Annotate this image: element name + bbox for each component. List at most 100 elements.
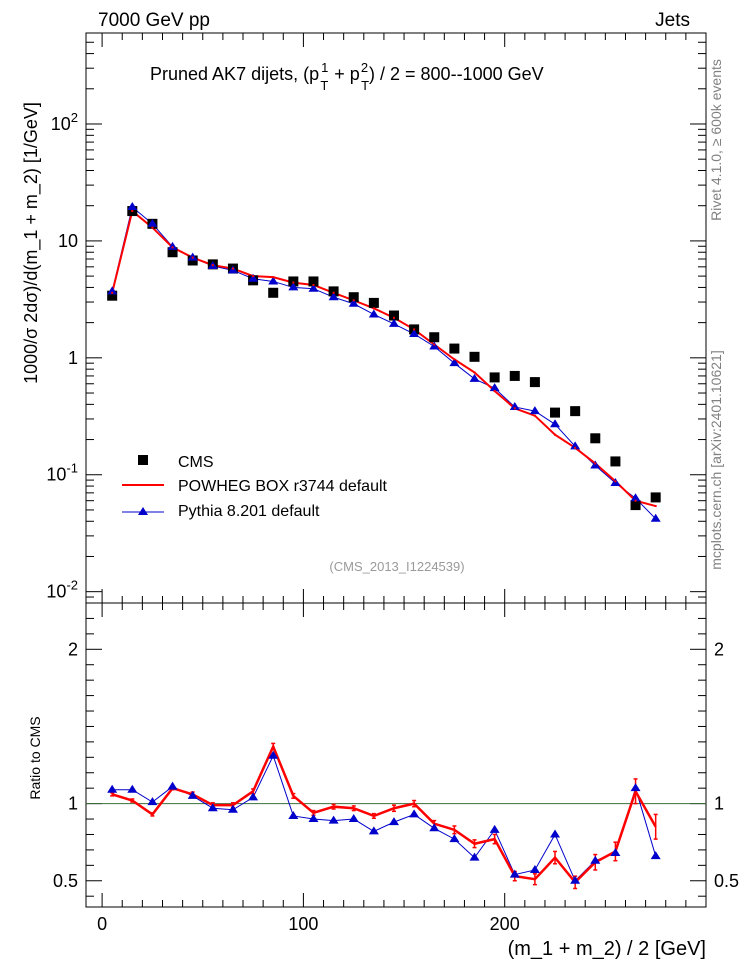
pythia-point (167, 241, 178, 250)
pythia-point (107, 286, 118, 295)
ratio-pythia-point (248, 792, 259, 801)
ratio-y-tick-label: 2 (68, 639, 78, 659)
powheg-point (634, 499, 637, 502)
powheg-point (433, 343, 436, 346)
powheg-point (211, 264, 214, 267)
title-sub2: T (361, 78, 369, 93)
powheg-point (473, 371, 476, 374)
ratio-pythia-point (187, 790, 198, 799)
pythia-point (308, 283, 319, 292)
ratio-pythia-point (449, 834, 460, 843)
powheg-point (191, 256, 194, 259)
ratio-pythia-point (368, 826, 379, 835)
cms-point (348, 292, 359, 303)
powheg-point (352, 299, 355, 302)
ratio-pythia-point (570, 875, 581, 884)
ratio-pythia-point (288, 810, 299, 819)
ratio-pythia-point (167, 781, 178, 790)
pythia-point (328, 292, 339, 301)
legend-pythia-label: Pythia 8.201 default (178, 503, 320, 520)
powheg-point (614, 480, 617, 483)
title-suffix: ) / 2 = 800--1000 GeV (369, 64, 544, 84)
ratio-powheg-line (111, 743, 657, 885)
ratio-pythia-line (112, 754, 657, 882)
powheg-point (594, 462, 597, 465)
y-tick-label: 1 (68, 348, 78, 368)
ratio-pythia-point (469, 852, 480, 861)
main-y-axis-label: 1000/σ 2dσ)/d(m_1 + m_2) [1/GeV] (21, 102, 42, 384)
title-sub1: T (320, 78, 328, 93)
cms-point (388, 310, 399, 321)
ratio-y-tick-label-right: 2 (714, 639, 724, 659)
powheg-point (312, 283, 315, 286)
powheg-point (332, 291, 335, 294)
x-tick-label: 200 (490, 914, 520, 934)
ratio-y-tick-label-right: 0.5 (714, 871, 739, 891)
ratio-series (86, 742, 706, 890)
cms-point (308, 276, 319, 287)
powheg-point (554, 433, 557, 436)
powheg-point (533, 414, 536, 417)
powheg-point (413, 328, 416, 331)
ratio-pythia-point (489, 824, 500, 833)
pythia-line (111, 206, 657, 520)
pythia-point (469, 373, 480, 382)
ratio-pythia-point (328, 815, 339, 824)
powheg-point (574, 446, 577, 449)
main-series (107, 201, 661, 522)
powheg-point (111, 291, 114, 294)
pythia-point (388, 318, 399, 327)
ratio-pythia-point (147, 797, 158, 806)
ratio-pythia-point (590, 855, 601, 864)
pythia-point (590, 460, 601, 469)
legend: CMS POWHEG BOX r3744 default Pythia 8.20… (122, 454, 388, 520)
pythia-point (570, 441, 581, 450)
pythia-point (127, 201, 138, 210)
cms-point (489, 372, 500, 383)
pythia-point (650, 513, 661, 522)
cms-point (469, 351, 480, 362)
pythia-point (409, 328, 420, 337)
powheg-point (372, 307, 375, 310)
pythia-point (248, 273, 259, 282)
powheg-point (453, 358, 456, 361)
cms-point (650, 492, 661, 503)
cms-point (570, 406, 581, 417)
ratio-pythia-point (308, 814, 319, 823)
powheg-point (392, 316, 395, 319)
ratio-y-tick-label: 0.5 (53, 871, 78, 891)
cms-point (529, 377, 540, 388)
cms-point (429, 332, 440, 343)
powheg-point (493, 390, 496, 393)
ratio-pythia-point (388, 817, 399, 826)
ratio-y-tick-label: 1 (68, 794, 78, 814)
cms-point (590, 433, 601, 444)
cms-point (449, 343, 460, 354)
powheg-point (292, 281, 295, 284)
ratio-pythia-point (207, 803, 218, 812)
header-right-label: Jets (655, 10, 690, 31)
title-sup2: 2 (361, 60, 368, 75)
title-mid: + p (334, 64, 360, 84)
cms-point (550, 407, 561, 418)
x-tick-label: 100 (288, 914, 318, 934)
cms-point (268, 287, 279, 298)
ratio-pythia-point (268, 750, 279, 759)
ratio-y-tick-label-right: 1 (714, 794, 724, 814)
pythia-point (630, 493, 641, 502)
ratio-pythia-point (550, 829, 561, 838)
cms-point (509, 370, 520, 381)
x-tick-label: 0 (97, 914, 107, 934)
ratio-pythia-point (127, 784, 138, 793)
legend-powheg-label: POWHEG BOX r3744 default (178, 478, 388, 495)
ratio-pythia-point (348, 814, 359, 823)
powheg-point (272, 276, 275, 279)
pythia-point (268, 276, 279, 285)
legend-pythia-marker (138, 507, 148, 515)
cms-point (610, 456, 621, 467)
powheg-point (151, 226, 154, 229)
axis-ticks (86, 32, 706, 907)
cms-point (107, 290, 118, 301)
ratio-pythia-point (529, 864, 540, 873)
